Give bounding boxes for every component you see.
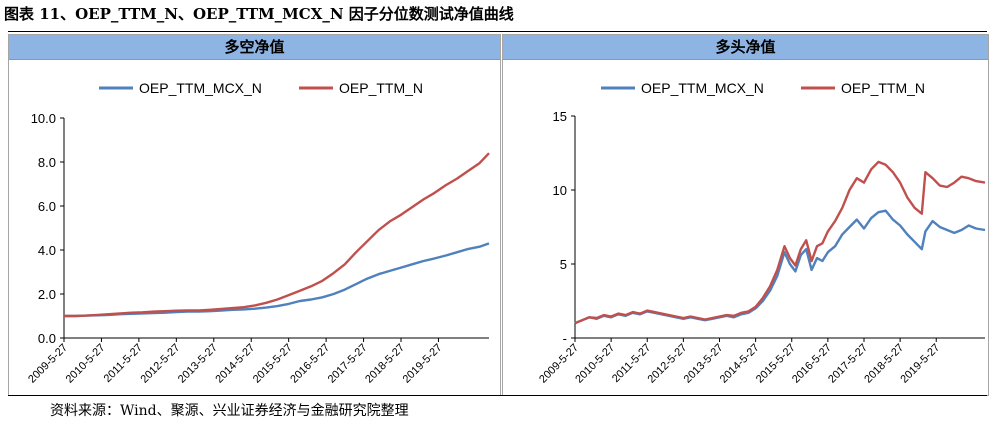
y-tick-label: 4.0 [38, 243, 56, 258]
y-tick-label: 10 [553, 183, 567, 198]
x-tick-label: 2009-5-27 [26, 342, 70, 386]
x-tick-label: 2011-5-27 [102, 342, 145, 385]
series-line-0 [574, 209, 986, 325]
legend-label-1: OEP_TTM_N [841, 80, 925, 96]
chart-long-only: -510152009-5-272010-5-272011-5-272012-5-… [537, 80, 986, 386]
x-tick-label: 2012-5-27 [139, 342, 183, 386]
y-tick-label: 6.0 [38, 199, 56, 214]
x-tick-label: 2017-5-27 [326, 342, 370, 386]
legend-label-1: OEP_TTM_N [339, 80, 423, 96]
y-tick-label: 15 [553, 109, 567, 124]
figure-title: 图表 11、OEP_TTM_N、OEP_TTM_MCX_N 因子分位数测试净值曲… [4, 5, 514, 23]
bottom-rule [8, 395, 987, 396]
legend-label-0: OEP_TTM_MCX_N [641, 80, 764, 96]
x-tick-label: 2018-5-27 [363, 342, 407, 386]
series-line-1 [574, 160, 986, 325]
x-tick-label: 2015-5-27 [251, 342, 295, 386]
chart-panel-long-only: 多头净值 -5 10 15 2009-5-27 2010-5-27 2011-5-27 20… [502, 34, 989, 396]
top-rule [8, 31, 987, 32]
x-tick-label: 2013-5-27 [176, 342, 220, 386]
y-tick-label: - [563, 331, 567, 346]
source-note: 资料来源：Wind、聚源、兴业证券经济与金融研究院整理 [50, 403, 409, 419]
x-tick-label: 2010-5-27 [64, 342, 108, 386]
chart-title: 多空净值 [9, 35, 500, 60]
x-tick-label: 2010-5-27 [573, 342, 617, 386]
chart-panel-long-short: 多空净值 0.0 2.0 4.0 6.0 8.0 10.0 2009-5-27 2010-5-… [8, 34, 501, 396]
y-tick-label: 10.0 [31, 111, 56, 126]
chart-title: 多头净值 [503, 35, 988, 60]
y-tick-label: 5 [560, 257, 567, 272]
x-tick-label: 2014-5-27 [213, 342, 257, 386]
chart-long-short: 0.02.04.06.08.010.02009-5-272010-5-27201… [26, 80, 490, 386]
y-tick-label: 8.0 [38, 155, 56, 170]
series-line-1 [64, 152, 490, 318]
y-tick-label: 2.0 [38, 287, 56, 302]
legend-label-0: OEP_TTM_MCX_N [139, 80, 262, 96]
x-tick-label: 2019-5-27 [898, 342, 942, 386]
y-tick-label: 0.0 [38, 331, 56, 346]
x-tick-label: 2016-5-27 [288, 342, 332, 386]
series-line-0 [64, 242, 490, 318]
x-tick-label: 2019-5-27 [401, 342, 445, 386]
